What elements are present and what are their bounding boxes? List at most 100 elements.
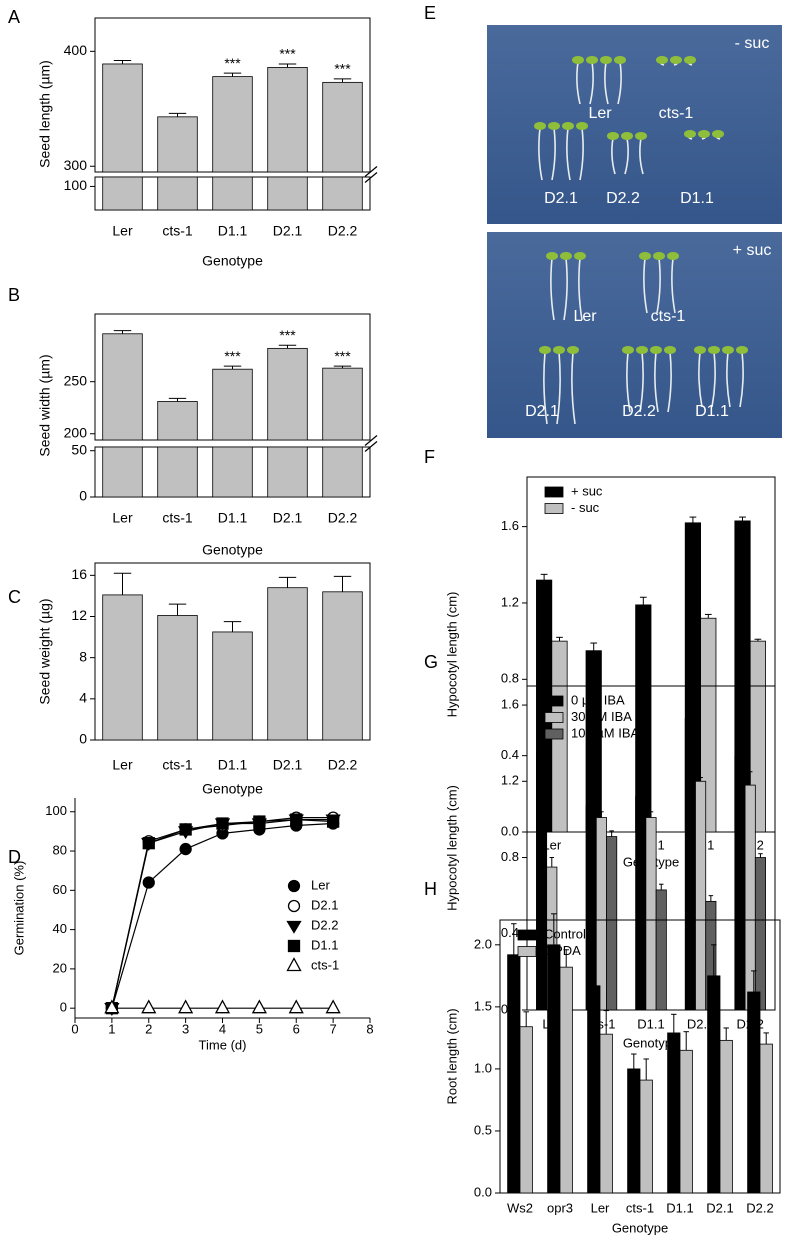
bar [667, 1032, 681, 1194]
x-tick-label: D2.2 [328, 757, 358, 773]
seedling-leaf [546, 252, 558, 260]
y-tick-label: 0.4 [501, 925, 519, 940]
y-tick-label: 300 [64, 157, 88, 173]
bar [322, 367, 363, 441]
y-tick-label: 80 [53, 842, 67, 857]
seedling-leaf [639, 252, 651, 260]
seedling-leaf [670, 56, 682, 64]
bar [587, 985, 601, 1194]
legend-swatch [517, 929, 537, 941]
x-tick-label: cts-1 [162, 510, 193, 526]
seedling-root [578, 257, 583, 321]
legend-label: D1.1 [311, 937, 338, 952]
axis-break [364, 441, 378, 452]
x-tick-label: Ler [542, 837, 561, 852]
bar-base [102, 176, 143, 211]
seedling-root [550, 257, 555, 321]
y-axis-title: Root length (cm) [444, 1008, 459, 1104]
legend-marker [286, 920, 302, 934]
photo-label: cts-1 [659, 105, 694, 122]
x-tick-label: cts-1 [162, 757, 193, 773]
seedling-root [726, 351, 731, 408]
marker [179, 842, 192, 856]
x-tick-label: 3 [182, 1021, 189, 1036]
bar [645, 817, 657, 1011]
seedling-root [543, 351, 548, 425]
bar [102, 63, 143, 173]
y-axis-title: Seed length (µm) [37, 60, 53, 168]
seedling-leaf [622, 346, 634, 354]
panel-label: B [8, 285, 20, 305]
y-tick-label: 8 [79, 648, 87, 664]
y-tick-label: 2.0 [474, 936, 492, 951]
legend-swatch [544, 503, 564, 514]
seedling-leaf [548, 122, 560, 130]
x-axis-title: Genotype [202, 781, 263, 797]
legend-label: Control [544, 926, 586, 941]
bar [635, 796, 647, 1011]
seedling-leaf [572, 56, 584, 64]
significance-label: *** [334, 61, 351, 77]
legend-label: cts-1 [311, 957, 339, 972]
x-tick-label: 8 [366, 1021, 373, 1036]
seedling-root [671, 257, 676, 314]
marker [326, 815, 340, 828]
marker [142, 837, 155, 850]
bar [157, 615, 198, 741]
x-axis-title: Genotype [623, 1035, 679, 1050]
y-tick-label: 40 [53, 921, 67, 936]
photo-label: cts-1 [651, 308, 686, 325]
bar [507, 954, 521, 1194]
x-tick-label: 7 [330, 1021, 337, 1036]
seedling-leaf [534, 122, 546, 130]
y-tick-label: 100 [45, 803, 67, 818]
bar [322, 591, 363, 741]
y-tick-label: 1.6 [501, 518, 519, 533]
seedling-root [654, 351, 659, 413]
y-tick-label: 0 [79, 731, 87, 747]
y-axis-title: Seed weight (µg) [37, 598, 53, 704]
bar [707, 975, 721, 1194]
y-axis-title: Seed width (µm) [37, 354, 53, 456]
axis-break [364, 166, 378, 177]
x-tick-label: 6 [293, 1021, 300, 1036]
legend-label: OPDA [544, 943, 581, 958]
marker [104, 999, 120, 1014]
x-tick-label: cts-1 [162, 223, 193, 239]
legend-label: - suc [571, 500, 600, 515]
bar [679, 1049, 693, 1194]
seedling-root [739, 351, 744, 408]
bar-base [212, 446, 253, 498]
y-tick-label: 12 [71, 607, 87, 623]
seedling-root [551, 127, 556, 181]
panel-label: E [424, 3, 436, 23]
y-axis-title: Hypocotyl length (cm) [444, 785, 459, 911]
panel-label: F [424, 447, 435, 467]
axis-gap [93, 441, 382, 446]
significance-label: *** [334, 348, 351, 364]
legend-marker [286, 957, 302, 972]
bar [599, 1033, 613, 1194]
seedling-leaf [576, 122, 588, 130]
x-tick-label: cts-1 [626, 1200, 654, 1215]
legend-label: 100 µM IBA [571, 725, 640, 740]
y-tick-label: 60 [53, 882, 67, 897]
legend-swatch [544, 712, 564, 723]
seedling-leaf [667, 252, 679, 260]
y-tick-label: 1.2 [501, 594, 519, 609]
bar-base [267, 446, 308, 498]
y-tick-label: 0.8 [501, 849, 519, 864]
y-tick-label: 0.8 [501, 671, 519, 686]
y-tick-label: 100 [64, 177, 88, 193]
seedling-root [556, 351, 561, 425]
x-tick-label: D1.1 [218, 223, 248, 239]
y-tick-label: 1.0 [474, 1060, 492, 1075]
x-tick-label: 0 [71, 1021, 78, 1036]
y-tick-label: 0.4 [501, 747, 519, 762]
x-tick-label: Ler [112, 757, 133, 773]
seedling-leaf [708, 346, 720, 354]
legend-label: + suc [571, 483, 603, 498]
seedling-root [639, 137, 644, 175]
x-tick-label: 2 [145, 1021, 152, 1036]
x-tick-label: D2.1 [273, 510, 303, 526]
